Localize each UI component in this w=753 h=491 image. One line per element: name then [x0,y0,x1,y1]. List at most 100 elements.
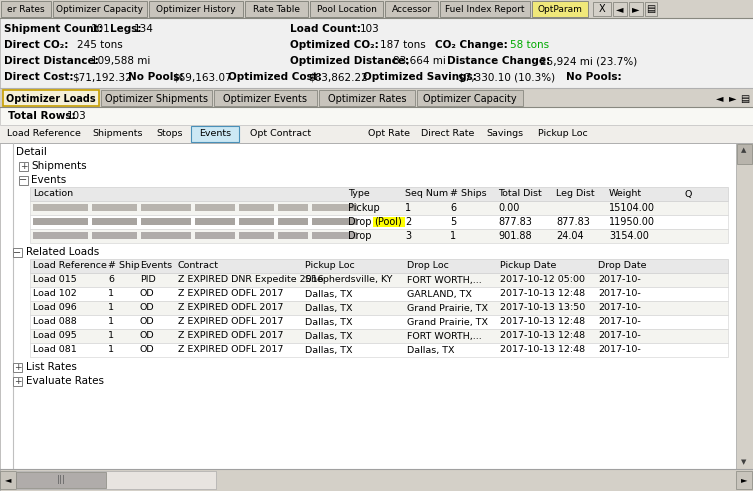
Text: 11950.00: 11950.00 [609,217,655,227]
Text: Pickup: Pickup [348,203,380,213]
Text: 1: 1 [108,346,114,355]
Bar [141,218,191,225]
Bar [319,90,415,106]
Bar [373,217,405,227]
Text: Direct Rate: Direct Rate [422,130,474,138]
Bar [532,1,588,17]
Text: Related Loads: Related Loads [26,247,99,257]
Bar [736,143,753,469]
Text: Direct Distance:: Direct Distance: [4,56,99,66]
Bar [195,218,235,225]
Text: Load 102: Load 102 [33,290,77,299]
Bar [101,90,212,106]
Bar [0,125,753,143]
Text: Seq Num: Seq Num [405,190,448,198]
Text: Stops: Stops [157,130,183,138]
Text: ▼: ▼ [741,459,747,465]
Text: Dallas, TX: Dallas, TX [305,331,352,340]
Text: 83,664 mi: 83,664 mi [393,56,446,66]
Text: |||: ||| [56,475,66,485]
Bar [195,232,235,239]
Text: Optimized Cost:: Optimized Cost: [228,72,322,82]
Bar [149,1,243,17]
Text: Pickup Loc: Pickup Loc [305,262,355,271]
Bar [0,143,736,469]
Bar [278,232,308,239]
Text: OD: OD [140,331,154,340]
Text: ◄: ◄ [716,93,724,104]
Bar [92,218,137,225]
Text: Optimizer Events: Optimizer Events [224,93,307,104]
Text: Leg Dist: Leg Dist [556,190,595,198]
Text: $7,330.10 (10.3%): $7,330.10 (10.3%) [458,72,555,82]
Text: Z EXPIRED ODFL 2017: Z EXPIRED ODFL 2017 [178,303,283,312]
Bar [0,18,753,88]
Bar [19,162,28,171]
Text: GARLAND, TX: GARLAND, TX [407,290,472,299]
Bar [33,218,88,225]
Bar [613,2,627,16]
Text: 25,924 mi (23.7%): 25,924 mi (23.7%) [540,56,637,66]
Text: Dallas, TX: Dallas, TX [305,318,352,327]
Text: 6: 6 [108,275,114,284]
Text: 3: 3 [405,231,411,241]
Text: Load Count:: Load Count: [290,24,361,34]
Text: 1: 1 [108,303,114,312]
Text: 2017-10-12 05:00: 2017-10-12 05:00 [500,275,585,284]
Bar [0,107,753,125]
Text: Total Rows:: Total Rows: [8,111,75,121]
Text: Optimizer Loads: Optimizer Loads [6,93,96,104]
Text: Grand Prairie, TX: Grand Prairie, TX [407,303,488,312]
Bar [30,215,728,229]
Text: PID: PID [140,275,156,284]
Text: Dallas, TX: Dallas, TX [407,346,455,355]
Text: ►: ► [741,475,747,485]
Text: Load 088: Load 088 [33,318,77,327]
Text: +: + [14,377,21,386]
Text: 877.83: 877.83 [498,217,532,227]
Text: Pickup Loc: Pickup Loc [538,130,587,138]
Text: Dallas, TX: Dallas, TX [305,303,352,312]
Text: FORT WORTH,...: FORT WORTH,... [407,331,482,340]
Text: Drop Loc: Drop Loc [407,262,449,271]
Text: 1: 1 [108,318,114,327]
Text: Opt Rate: Opt Rate [368,130,410,138]
Text: Z EXPIRED ODFL 2017: Z EXPIRED ODFL 2017 [178,318,283,327]
Text: Drop: Drop [348,217,371,227]
Bar [440,1,530,17]
Bar [19,176,28,185]
Text: 0.00: 0.00 [498,203,520,213]
Text: Q: Q [685,190,692,198]
Bar [1,1,51,17]
Text: ▲: ▲ [741,147,747,153]
Bar [30,201,728,215]
Text: 103: 103 [67,111,87,121]
Text: Load 015: Load 015 [33,275,77,284]
Text: ►: ► [729,93,736,104]
Text: ◄: ◄ [5,475,11,485]
Text: 2: 2 [405,217,411,227]
Text: Optimized CO₂:: Optimized CO₂: [290,40,379,50]
Text: Load 096: Load 096 [33,303,77,312]
Bar [141,232,191,239]
Text: # Ships: # Ships [450,190,486,198]
Text: CO₂ Change:: CO₂ Change: [435,40,508,50]
Bar [30,287,728,301]
Bar [33,232,88,239]
Bar [195,204,235,211]
Text: $71,192.32: $71,192.32 [72,72,132,82]
Text: FORT WORTH,...: FORT WORTH,... [407,275,482,284]
Bar [30,273,728,287]
Text: OD: OD [140,303,154,312]
Text: Optimizer Capacity: Optimizer Capacity [56,4,144,13]
Bar [16,472,106,488]
Bar [30,229,728,243]
Bar [33,204,88,211]
Text: $63,862.22: $63,862.22 [308,72,367,82]
Bar [0,471,16,489]
Text: Load Reference: Load Reference [7,130,81,138]
Text: 2017-10-: 2017-10- [598,318,641,327]
Text: 24.04: 24.04 [556,231,584,241]
Text: OptParam: OptParam [538,4,582,13]
Bar [92,204,137,211]
